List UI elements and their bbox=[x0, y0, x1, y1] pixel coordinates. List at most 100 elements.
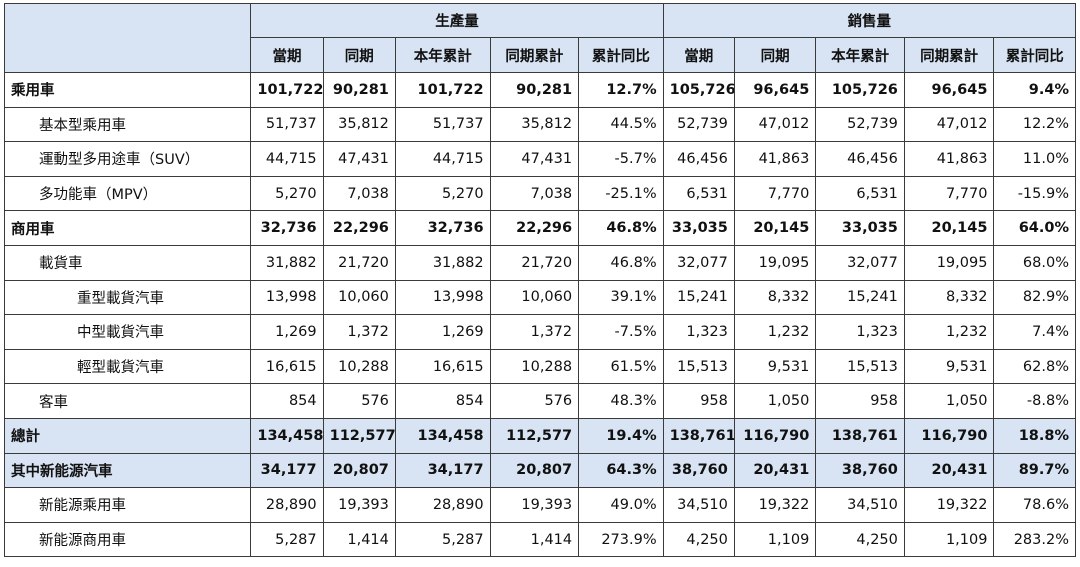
value-cell: 64.3% bbox=[578, 452, 664, 489]
value-cell: 38,760 bbox=[815, 452, 905, 489]
value-cell: -7.5% bbox=[578, 314, 664, 350]
value-cell: 13,998 bbox=[250, 279, 324, 316]
value-cell: 854 bbox=[250, 383, 324, 419]
value-cell: 112,577 bbox=[489, 417, 580, 454]
value-cell: 52,739 bbox=[815, 106, 905, 143]
value-cell: 22,296 bbox=[489, 210, 580, 246]
value-cell: 283.2% bbox=[993, 521, 1076, 558]
value-cell: 5,270 bbox=[250, 175, 324, 212]
value-cell: 5,287 bbox=[250, 521, 324, 558]
value-cell: 1,050 bbox=[733, 383, 817, 419]
value-cell: 96,645 bbox=[733, 72, 817, 108]
value-cell: -8.8% bbox=[993, 383, 1076, 419]
group-header-sales: 銷售量 bbox=[662, 3, 1077, 38]
value-cell: 46,456 bbox=[815, 141, 905, 177]
value-cell: 34,510 bbox=[815, 487, 905, 523]
value-cell: 19,095 bbox=[733, 244, 817, 281]
value-cell: 5,287 bbox=[394, 521, 491, 558]
table-row: 客車 854 576 854 576 48.3% 958 1,050 958 1,050 -8.8% bbox=[3, 383, 1076, 419]
column-header: 累計同比 bbox=[578, 37, 664, 73]
value-cell: 22,296 bbox=[322, 210, 396, 246]
row-label: 新能源乘用車 bbox=[3, 487, 252, 523]
value-cell: 41,863 bbox=[903, 141, 995, 177]
value-cell: 7,038 bbox=[322, 175, 396, 212]
column-header: 同期累計 bbox=[903, 37, 995, 73]
value-cell: 47,431 bbox=[489, 141, 580, 177]
value-cell: 35,812 bbox=[322, 106, 396, 143]
table-body: 乘用車 101,722 90,281 101,722 90,281 12.7% 105,72… bbox=[3, 72, 1076, 558]
value-cell: 20,807 bbox=[322, 452, 396, 489]
row-label: 基本型乘用車 bbox=[3, 106, 252, 143]
value-cell: 1,372 bbox=[322, 314, 396, 350]
value-cell: 134,458 bbox=[394, 417, 491, 454]
value-cell: 44.5% bbox=[578, 106, 664, 143]
value-cell: 28,890 bbox=[250, 487, 324, 523]
value-cell: 33,035 bbox=[815, 210, 905, 246]
value-cell: 47,431 bbox=[322, 141, 396, 177]
value-cell: 34,177 bbox=[394, 452, 491, 489]
value-cell: 39.1% bbox=[578, 279, 664, 316]
corner-header-cell bbox=[3, 3, 252, 73]
row-label: 輕型載貨汽車 bbox=[3, 348, 252, 385]
value-cell: 101,722 bbox=[394, 72, 491, 108]
value-cell: 19.4% bbox=[578, 417, 664, 454]
value-cell: 47,012 bbox=[903, 106, 995, 143]
value-cell: -15.9% bbox=[993, 175, 1076, 212]
value-cell: 20,431 bbox=[733, 452, 817, 489]
row-label: 商用車 bbox=[3, 210, 252, 246]
value-cell: 1,232 bbox=[733, 314, 817, 350]
value-cell: 34,510 bbox=[662, 487, 735, 523]
value-cell: 89.7% bbox=[993, 452, 1076, 489]
value-cell: 105,726 bbox=[662, 72, 735, 108]
row-label: 中型載貨汽車 bbox=[3, 314, 252, 350]
value-cell: 21,720 bbox=[322, 244, 396, 281]
value-cell: 33,035 bbox=[662, 210, 735, 246]
value-cell: 576 bbox=[322, 383, 396, 419]
column-header: 本年累計 bbox=[394, 37, 491, 73]
value-cell: 20,145 bbox=[733, 210, 817, 246]
value-cell: 10,288 bbox=[322, 348, 396, 385]
value-cell: 1,269 bbox=[250, 314, 324, 350]
row-label: 客車 bbox=[3, 383, 252, 419]
value-cell: 1,372 bbox=[489, 314, 580, 350]
value-cell: 12.2% bbox=[993, 106, 1076, 143]
table-row: 多功能車（MPV） 5,270 7,038 5,270 7,038 -25.1% 6,531… bbox=[3, 175, 1076, 212]
value-cell: 32,077 bbox=[662, 244, 735, 281]
row-label: 重型載貨汽車 bbox=[3, 279, 252, 316]
value-cell: 1,109 bbox=[733, 521, 817, 558]
row-label: 新能源商用車 bbox=[3, 521, 252, 558]
value-cell: 7,770 bbox=[903, 175, 995, 212]
table-row: 中型載貨汽車 1,269 1,372 1,269 1,372 -7.5% 1,323 1,23… bbox=[3, 314, 1076, 350]
value-cell: 46.8% bbox=[578, 210, 664, 246]
value-cell: 47,012 bbox=[733, 106, 817, 143]
value-cell: 18.8% bbox=[993, 417, 1076, 454]
value-cell: 19,322 bbox=[733, 487, 817, 523]
table-row: 商用車 32,736 22,296 32,736 22,296 46.8% 33,035 20… bbox=[3, 210, 1076, 246]
value-cell: 1,323 bbox=[662, 314, 735, 350]
value-cell: 78.6% bbox=[993, 487, 1076, 523]
group-header-production: 生產量 bbox=[250, 3, 664, 38]
value-cell: 8,332 bbox=[733, 279, 817, 316]
value-cell: 12.7% bbox=[578, 72, 664, 108]
table-row: 乘用車 101,722 90,281 101,722 90,281 12.7% 105,72… bbox=[3, 72, 1076, 108]
value-cell: 19,095 bbox=[903, 244, 995, 281]
value-cell: 20,145 bbox=[903, 210, 995, 246]
value-cell: 19,393 bbox=[489, 487, 580, 523]
value-cell: 101,722 bbox=[250, 72, 324, 108]
column-header: 當期 bbox=[250, 37, 324, 73]
value-cell: 7.4% bbox=[993, 314, 1076, 350]
value-cell: 576 bbox=[489, 383, 580, 419]
value-cell: 41,863 bbox=[733, 141, 817, 177]
value-cell: 13,998 bbox=[394, 279, 491, 316]
value-cell: 38,760 bbox=[662, 452, 735, 489]
header-row-columns: 當期 同期 本年累計 同期累計 累計同比 當期 同期 本年累計 同期累計 累計同… bbox=[5, 37, 1076, 73]
value-cell: 116,790 bbox=[733, 417, 817, 454]
value-cell: 958 bbox=[662, 383, 735, 419]
value-cell: 134,458 bbox=[250, 417, 324, 454]
value-cell: 10,060 bbox=[489, 279, 580, 316]
value-cell: 28,890 bbox=[394, 487, 491, 523]
value-cell: 68.0% bbox=[993, 244, 1076, 281]
value-cell: 10,060 bbox=[322, 279, 396, 316]
value-cell: 15,241 bbox=[815, 279, 905, 316]
row-label: 載貨車 bbox=[3, 244, 252, 281]
